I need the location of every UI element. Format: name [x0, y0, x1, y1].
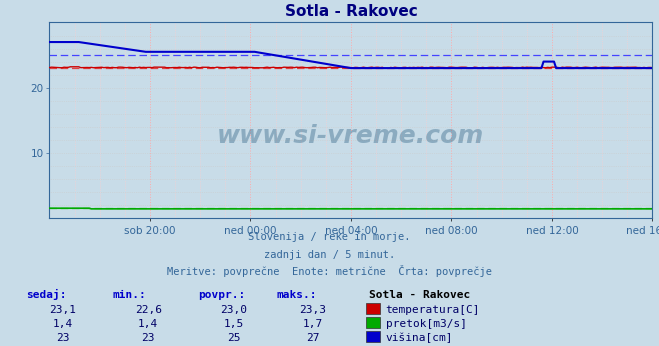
Text: višina[cm]: višina[cm] — [386, 333, 453, 343]
Text: 1,4: 1,4 — [53, 319, 72, 329]
Text: pretok[m3/s]: pretok[m3/s] — [386, 319, 467, 329]
Text: 22,6: 22,6 — [135, 305, 161, 315]
Text: 1,5: 1,5 — [224, 319, 244, 329]
Text: 23: 23 — [56, 333, 69, 343]
Text: Meritve: povprečne  Enote: metrične  Črta: povprečje: Meritve: povprečne Enote: metrične Črta:… — [167, 265, 492, 277]
Text: sedaj:: sedaj: — [26, 289, 67, 300]
Title: Sotla - Rakovec: Sotla - Rakovec — [285, 3, 417, 19]
Text: 27: 27 — [306, 333, 320, 343]
Text: 25: 25 — [227, 333, 241, 343]
Text: povpr.:: povpr.: — [198, 290, 245, 300]
Text: zadnji dan / 5 minut.: zadnji dan / 5 minut. — [264, 250, 395, 260]
Text: 23: 23 — [142, 333, 155, 343]
Text: maks.:: maks.: — [277, 290, 317, 300]
Text: 23,0: 23,0 — [221, 305, 247, 315]
Text: Slovenija / reke in morje.: Slovenija / reke in morje. — [248, 233, 411, 243]
Text: Sotla - Rakovec: Sotla - Rakovec — [369, 290, 471, 300]
Text: www.si-vreme.com: www.si-vreme.com — [217, 124, 484, 148]
Text: min.:: min.: — [112, 290, 146, 300]
Text: 1,7: 1,7 — [303, 319, 323, 329]
Text: 1,4: 1,4 — [138, 319, 158, 329]
Text: 23,1: 23,1 — [49, 305, 76, 315]
Text: 23,3: 23,3 — [300, 305, 326, 315]
Text: temperatura[C]: temperatura[C] — [386, 305, 480, 315]
